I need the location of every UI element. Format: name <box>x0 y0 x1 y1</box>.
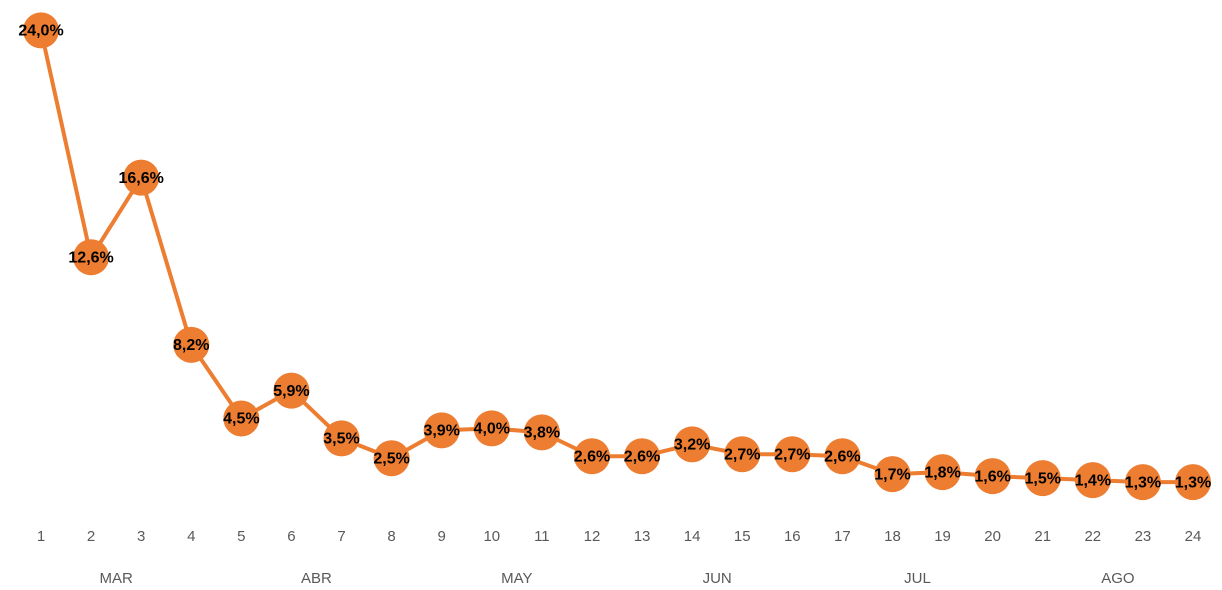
marker <box>123 159 160 196</box>
value-label: 4,0% <box>474 421 510 438</box>
x-tick-label: 15 <box>734 528 751 545</box>
marker <box>1024 460 1061 497</box>
marker <box>573 438 610 475</box>
x-tick-label: 21 <box>1034 528 1051 545</box>
marker <box>924 454 961 491</box>
marker <box>73 239 110 276</box>
marker <box>173 326 210 363</box>
value-label: 1,3% <box>1125 474 1161 491</box>
value-label: 1,4% <box>1075 472 1111 489</box>
x-tick-label: 7 <box>337 528 345 545</box>
value-label: 24,0% <box>18 23 63 40</box>
value-label: 1,6% <box>974 468 1010 485</box>
group-label: JUN <box>703 570 732 587</box>
value-label: 12,6% <box>68 249 113 266</box>
marker <box>1074 462 1111 499</box>
value-label: 2,6% <box>624 448 660 465</box>
x-tick-label: 20 <box>984 528 1001 545</box>
x-tick-label: 13 <box>634 528 651 545</box>
marker <box>624 438 661 475</box>
value-label: 3,2% <box>674 437 710 454</box>
x-tick-label: 6 <box>287 528 295 545</box>
group-label: ABR <box>301 570 332 587</box>
marker <box>473 410 510 447</box>
x-tick-label: 5 <box>237 528 245 545</box>
group-label: MAR <box>99 570 133 587</box>
marker <box>674 426 711 463</box>
x-tick-label: 16 <box>784 528 801 545</box>
x-tick-label: 23 <box>1135 528 1152 545</box>
x-tick-label: 8 <box>387 528 395 545</box>
group-label: AGO <box>1101 570 1134 587</box>
value-label: 3,5% <box>323 431 359 448</box>
value-label: 2,7% <box>774 446 810 463</box>
group-label: MAY <box>501 570 532 587</box>
x-tick-label: 11 <box>534 528 550 545</box>
marker <box>1175 464 1211 501</box>
x-tick-label: 3 <box>137 528 145 545</box>
value-label: 1,3% <box>1175 474 1211 491</box>
x-tick-label: 9 <box>438 528 446 545</box>
value-label: 3,9% <box>423 423 459 440</box>
marker <box>874 456 911 493</box>
x-tick-label: 17 <box>834 528 851 545</box>
x-tick-label: 2 <box>87 528 95 545</box>
value-label: 2,7% <box>724 446 760 463</box>
marker <box>223 400 260 437</box>
x-tick-label: 1 <box>37 528 45 545</box>
group-label: JUL <box>904 570 931 587</box>
x-tick-label: 18 <box>884 528 901 545</box>
value-label: 8,2% <box>173 337 209 354</box>
marker <box>523 414 560 451</box>
value-label: 4,5% <box>223 411 259 428</box>
marker <box>974 458 1011 495</box>
value-label: 3,8% <box>524 425 560 442</box>
x-tick-label: 14 <box>684 528 701 545</box>
marker <box>1124 464 1161 501</box>
x-tick-label: 10 <box>483 528 500 545</box>
marker <box>423 412 460 449</box>
x-tick-label: 19 <box>934 528 951 545</box>
value-label: 1,8% <box>924 464 960 481</box>
marker <box>824 438 861 475</box>
value-label: 2,6% <box>574 448 610 465</box>
x-tick-label: 24 <box>1185 528 1202 545</box>
value-label: 16,6% <box>118 170 163 187</box>
line <box>39 29 1193 485</box>
marker <box>23 12 59 49</box>
marker <box>323 420 360 457</box>
marker <box>273 372 310 409</box>
value-label: 2,6% <box>824 448 860 465</box>
value-label: 2,5% <box>373 450 409 467</box>
marker <box>774 436 811 473</box>
value-label: 1,5% <box>1025 470 1061 487</box>
marker <box>724 436 761 473</box>
x-tick-label: 12 <box>584 528 601 545</box>
x-tick-label: 4 <box>187 528 195 545</box>
value-label: 5,9% <box>273 383 309 400</box>
marker <box>373 440 410 477</box>
x-tick-label: 22 <box>1084 528 1101 545</box>
value-label: 1,7% <box>874 466 910 483</box>
